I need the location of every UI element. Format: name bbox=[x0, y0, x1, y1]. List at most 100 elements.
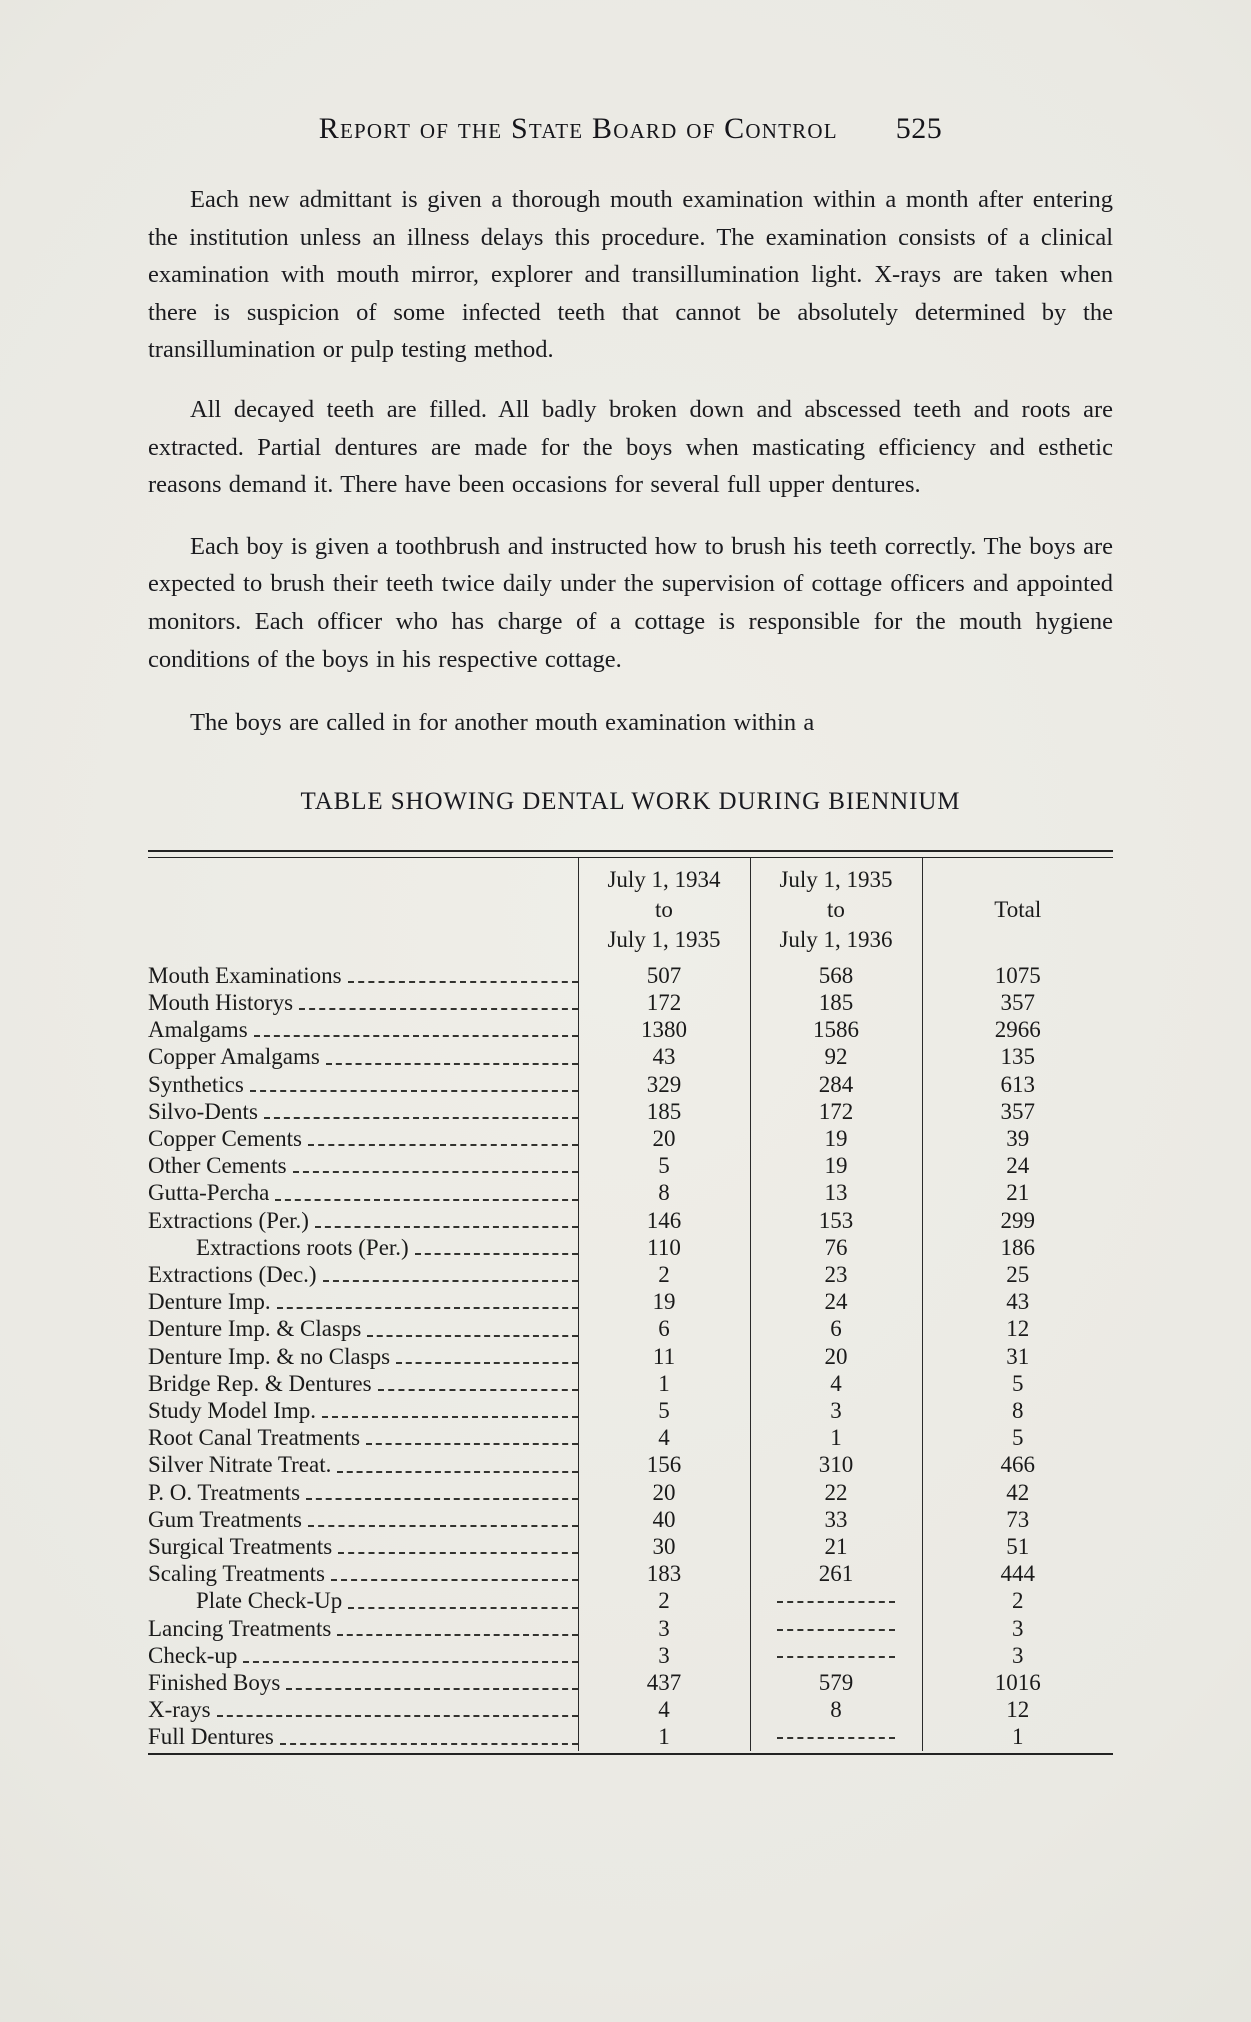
cell-period-1: 2 bbox=[577, 1260, 750, 1289]
cell-period-1: 1 bbox=[577, 1369, 750, 1397]
row-label: Finished Boys bbox=[148, 1670, 281, 1695]
cell-period-1: 11 bbox=[577, 1342, 750, 1370]
cell-total: 444 bbox=[921, 1560, 1113, 1588]
cell-total: 2966 bbox=[921, 1016, 1113, 1044]
cell-period-1: 185 bbox=[577, 1097, 750, 1125]
row-label: X-rays bbox=[148, 1697, 211, 1723]
row-label: Surgical Treatments bbox=[148, 1533, 333, 1559]
cell-total: 1075 bbox=[921, 961, 1113, 989]
page-content: Report of the State Board of Control 525… bbox=[148, 0, 1113, 1755]
row-label: Mouth Examinations bbox=[148, 962, 342, 988]
cell-period-1: 8 bbox=[577, 1179, 750, 1207]
row-label-cell: Gum Treatments bbox=[148, 1506, 578, 1533]
row-label: P. O. Treatments bbox=[148, 1479, 301, 1505]
cell-total: 1 bbox=[921, 1723, 1113, 1751]
cell-total: 357 bbox=[921, 988, 1113, 1017]
table-row: Amalgams 1380 1586 2966 bbox=[148, 1016, 1113, 1044]
row-label-cell: Check-up bbox=[148, 1642, 578, 1669]
running-head: Report of the State Board of Control 525 bbox=[148, 112, 1113, 154]
table-caption: TABLE SHOWING DENTAL WORK DURING BIENNIU… bbox=[300, 787, 961, 815]
leader-dots bbox=[325, 1062, 578, 1065]
cell-total: 186 bbox=[921, 1233, 1113, 1261]
row-label: Copper Cements bbox=[148, 1125, 302, 1151]
row-label: Lancing Treatments bbox=[148, 1615, 332, 1641]
empty-value-dashes bbox=[777, 1601, 895, 1604]
table-row: Lancing Treatments 3 3 bbox=[148, 1614, 1113, 1642]
cell-period-2: 19 bbox=[749, 1152, 922, 1180]
leader-dots bbox=[330, 1579, 578, 1582]
cell-period-2: 24 bbox=[749, 1288, 922, 1316]
cell-period-2 bbox=[749, 1614, 922, 1642]
leader-dots bbox=[348, 1606, 578, 1609]
row-label-cell: Finished Boys bbox=[148, 1669, 578, 1696]
cell-period-1: 43 bbox=[577, 1043, 750, 1071]
table-row: Surgical Treatments 30 21 51 bbox=[148, 1532, 1113, 1561]
row-label: Full Dentures bbox=[148, 1724, 274, 1750]
page-number: 525 bbox=[895, 112, 943, 145]
row-label-cell: P. O. Treatments bbox=[148, 1479, 578, 1506]
table-row: Extractions (Dec.) 2 23 25 bbox=[148, 1260, 1113, 1289]
leader-dots bbox=[347, 980, 578, 983]
column-header-label bbox=[148, 858, 578, 962]
cell-total: 25 bbox=[921, 1260, 1113, 1289]
cell-period-2: 33 bbox=[749, 1505, 922, 1533]
cell-total: 2 bbox=[921, 1587, 1113, 1615]
table-row: Check-up 3 3 bbox=[148, 1641, 1113, 1669]
column-header-period-1: July 1, 1934 to July 1, 1935 bbox=[577, 857, 750, 962]
cell-total: 21 bbox=[921, 1179, 1113, 1207]
table-row: P. O. Treatments 20 22 42 bbox=[148, 1478, 1113, 1506]
period-2-line-1: July 1, 1935 bbox=[779, 866, 893, 892]
cell-period-2: 284 bbox=[749, 1070, 922, 1098]
leader-dots bbox=[337, 1470, 578, 1473]
row-label: Bridge Rep. & Dentures bbox=[148, 1370, 372, 1396]
cell-period-2: 19 bbox=[749, 1124, 922, 1153]
row-label-cell: Extractions roots (Per.) bbox=[148, 1234, 578, 1261]
row-label: Plate Check-Up bbox=[196, 1588, 343, 1614]
table-row: Other Cements 5 19 24 bbox=[148, 1152, 1113, 1180]
row-label-cell: Scaling Treatments bbox=[148, 1560, 578, 1587]
cell-period-2: 92 bbox=[749, 1043, 922, 1071]
row-label-cell: Extractions (Dec.) bbox=[148, 1261, 578, 1288]
table-row: Root Canal Treatments 4 1 5 bbox=[148, 1424, 1113, 1452]
row-label: Scaling Treatments bbox=[148, 1561, 325, 1587]
row-label: Mouth Historys bbox=[148, 989, 294, 1015]
row-label-cell: Other Cements bbox=[148, 1152, 578, 1179]
row-label: Root Canal Treatments bbox=[148, 1425, 361, 1451]
cell-total: 43 bbox=[921, 1288, 1113, 1316]
running-head-title: Report of the State Board of Control bbox=[318, 112, 838, 145]
table-row: Denture Imp. & Clasps 6 6 12 bbox=[148, 1315, 1113, 1343]
leader-dots bbox=[279, 1742, 578, 1745]
row-label-cell: Mouth Historys bbox=[148, 989, 578, 1016]
paragraph-4: The boys are called in for another mouth… bbox=[190, 709, 815, 737]
leader-dots bbox=[396, 1361, 578, 1364]
paragraph-3: Each boy is given a toothbrush and instr… bbox=[148, 532, 1113, 673]
row-label-cell: Extractions (Per.) bbox=[148, 1207, 578, 1234]
empty-value-dashes bbox=[777, 1737, 895, 1740]
dental-work-table: July 1, 1934 to July 1, 1935 July 1, 193… bbox=[148, 849, 1113, 1755]
empty-value-dashes bbox=[777, 1655, 895, 1658]
cell-period-1: 110 bbox=[577, 1233, 750, 1261]
table-row: Mouth Examinations 507 568 1075 bbox=[148, 961, 1113, 989]
cell-period-2: 4 bbox=[749, 1369, 922, 1397]
row-label-cell: Copper Amalgams bbox=[148, 1043, 578, 1070]
table-row: Copper Amalgams 43 92 135 bbox=[148, 1043, 1113, 1071]
cell-period-1: 20 bbox=[577, 1478, 750, 1506]
table-row: Bridge Rep. & Dentures 1 4 5 bbox=[148, 1369, 1113, 1397]
cell-period-1: 437 bbox=[577, 1669, 750, 1697]
leader-dots bbox=[286, 1688, 578, 1691]
leader-dots bbox=[366, 1443, 578, 1446]
row-label-cell: Copper Cements bbox=[148, 1125, 578, 1152]
row-label-cell: X-rays bbox=[148, 1696, 578, 1723]
paragraph-2: All decayed teeth are filled. All badly … bbox=[148, 395, 1113, 499]
table-row: Silver Nitrate Treat. 156 310 466 bbox=[148, 1451, 1113, 1479]
cell-period-2: 22 bbox=[749, 1478, 922, 1506]
leader-dots bbox=[314, 1225, 578, 1228]
table-top-rule bbox=[148, 849, 1113, 858]
row-label-cell: Surgical Treatments bbox=[148, 1533, 578, 1560]
cell-period-1: 30 bbox=[577, 1532, 750, 1561]
cell-period-2: 13 bbox=[749, 1179, 922, 1207]
leader-dots bbox=[377, 1388, 578, 1391]
cell-period-2: 568 bbox=[749, 961, 922, 989]
table-grid: July 1, 1934 to July 1, 1935 July 1, 193… bbox=[148, 857, 1113, 1751]
row-label: Silver Nitrate Treat. bbox=[148, 1452, 332, 1478]
